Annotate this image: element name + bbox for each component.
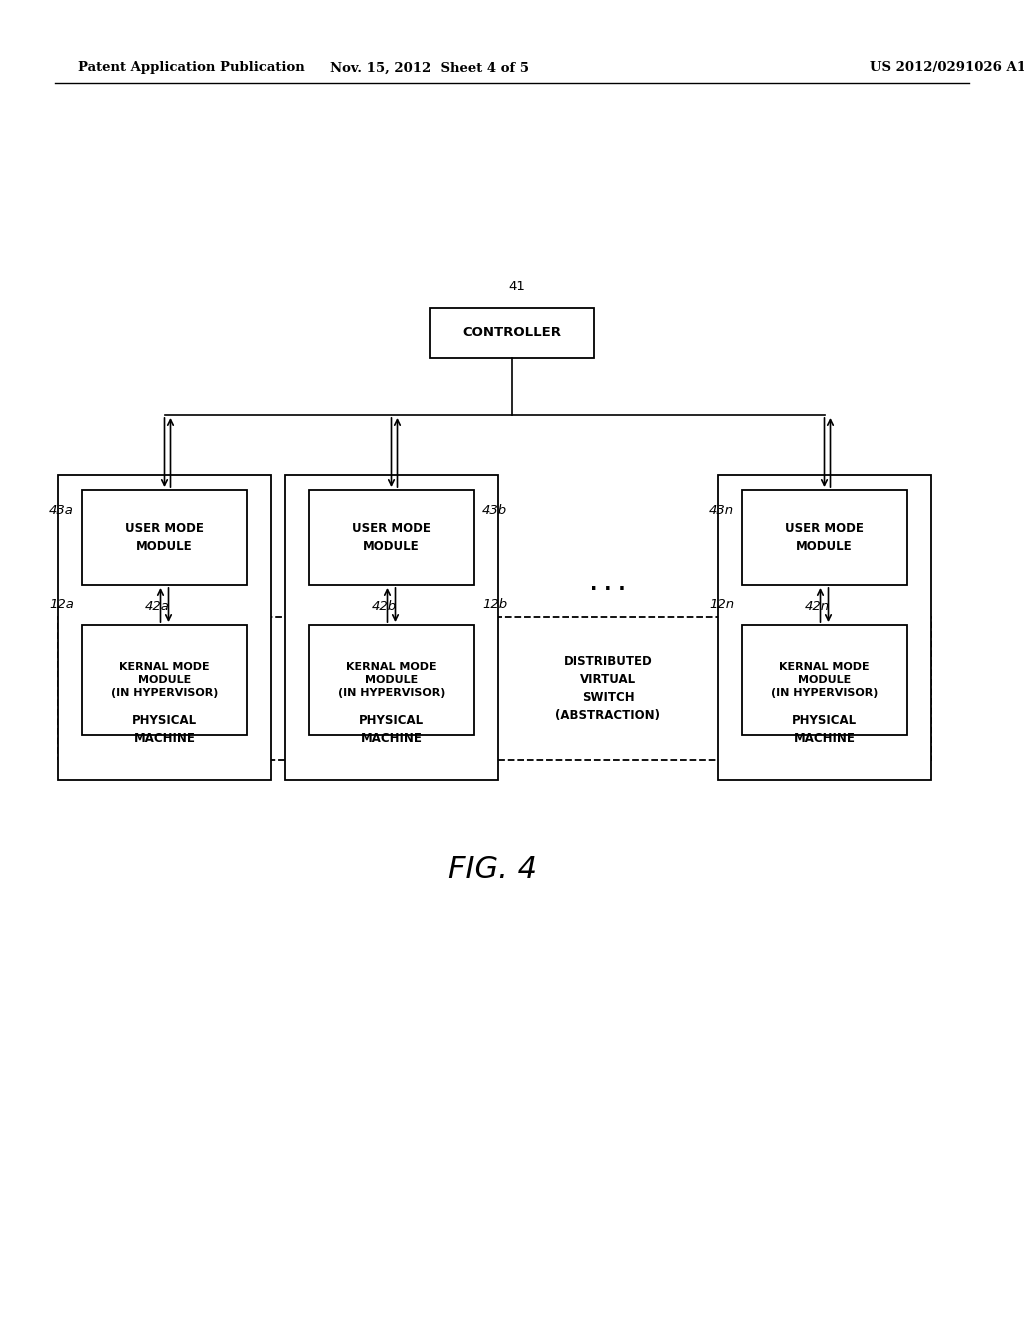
Text: Patent Application Publication: Patent Application Publication bbox=[78, 62, 305, 74]
Text: PHYSICAL
MACHINE: PHYSICAL MACHINE bbox=[792, 714, 857, 746]
Bar bbox=[82, 624, 247, 735]
Bar bbox=[82, 490, 247, 585]
Text: CONTROLLER: CONTROLLER bbox=[463, 326, 561, 339]
Bar bbox=[718, 475, 931, 780]
Text: USER MODE
MODULE: USER MODE MODULE bbox=[785, 521, 864, 553]
Text: 12n: 12n bbox=[709, 598, 734, 611]
Text: DISTRIBUTED
VIRTUAL
SWITCH
(ABSTRACTION): DISTRIBUTED VIRTUAL SWITCH (ABSTRACTION) bbox=[555, 655, 660, 722]
Text: 43n: 43n bbox=[709, 503, 734, 516]
Text: 42b: 42b bbox=[372, 601, 396, 614]
Text: USER MODE
MODULE: USER MODE MODULE bbox=[352, 521, 431, 553]
Text: PHYSICAL
MACHINE: PHYSICAL MACHINE bbox=[132, 714, 197, 746]
Text: 42n: 42n bbox=[805, 601, 829, 614]
Text: KERNAL MODE
MODULE
(IN HYPERVISOR): KERNAL MODE MODULE (IN HYPERVISOR) bbox=[771, 661, 879, 698]
Text: 41: 41 bbox=[509, 280, 525, 293]
Text: 12a: 12a bbox=[49, 598, 74, 611]
Text: FIG. 4: FIG. 4 bbox=[447, 855, 537, 884]
Text: PHYSICAL
MACHINE: PHYSICAL MACHINE bbox=[359, 714, 424, 746]
Text: KERNAL MODE
MODULE
(IN HYPERVISOR): KERNAL MODE MODULE (IN HYPERVISOR) bbox=[111, 661, 218, 698]
Text: . . .: . . . bbox=[590, 576, 626, 594]
Bar bbox=[58, 475, 271, 780]
Text: Nov. 15, 2012  Sheet 4 of 5: Nov. 15, 2012 Sheet 4 of 5 bbox=[331, 62, 529, 74]
Text: KERNAL MODE
MODULE
(IN HYPERVISOR): KERNAL MODE MODULE (IN HYPERVISOR) bbox=[338, 661, 445, 698]
Bar bbox=[742, 490, 907, 585]
Text: 42a: 42a bbox=[144, 601, 169, 614]
Bar bbox=[285, 475, 498, 780]
Bar bbox=[309, 624, 474, 735]
Text: 12b: 12b bbox=[482, 598, 507, 611]
Bar bbox=[309, 490, 474, 585]
Bar bbox=[742, 624, 907, 735]
Text: USER MODE
MODULE: USER MODE MODULE bbox=[125, 521, 204, 553]
Text: 43a: 43a bbox=[49, 503, 74, 516]
Bar bbox=[430, 308, 594, 358]
Text: 43b: 43b bbox=[482, 503, 507, 516]
Text: US 2012/0291026 A1: US 2012/0291026 A1 bbox=[870, 62, 1024, 74]
Bar bbox=[58, 616, 931, 760]
